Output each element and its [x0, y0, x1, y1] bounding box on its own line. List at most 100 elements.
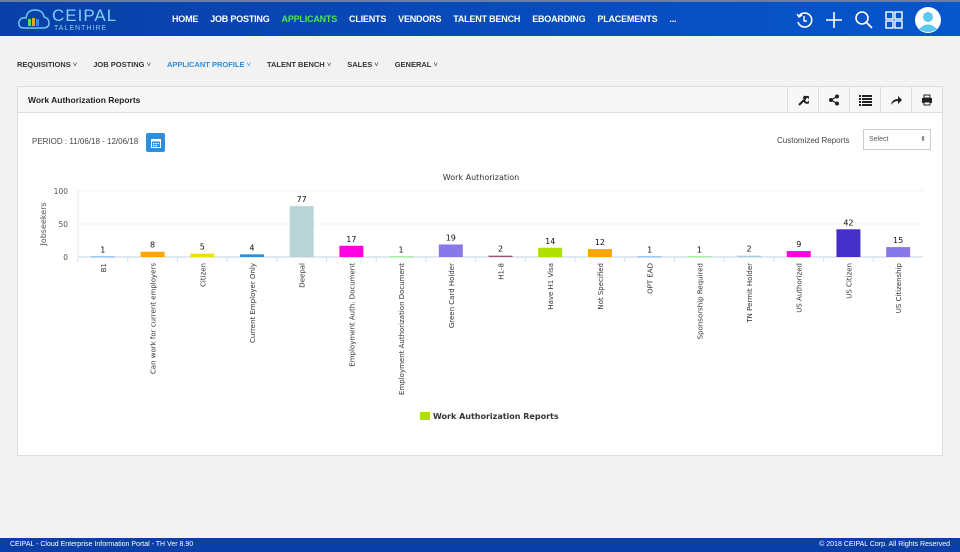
- y-tick-label: 0: [63, 253, 68, 262]
- nav-item-eboarding[interactable]: EBOARDING: [532, 14, 586, 24]
- subnav-label: REQUISITIONS: [17, 60, 71, 69]
- sub-nav: REQUISITIONS ˅ JOB POSTING ˅ APPLICANT PRO…: [17, 60, 438, 69]
- chevron-down-icon: ˅: [244, 60, 251, 69]
- bar[interactable]: [190, 253, 215, 257]
- footer-copyright: © 2018 CEIPAL Corp. All Rights Reserved: [819, 541, 950, 548]
- x-tick-label: H1-8: [498, 263, 506, 280]
- bar[interactable]: [339, 245, 364, 257]
- forward-button[interactable]: [880, 87, 911, 113]
- data-label: 19: [446, 233, 456, 242]
- nav-item-clients[interactable]: CLIENTS: [349, 14, 387, 24]
- data-label: 2: [746, 245, 751, 254]
- work-authorization-chart: Work Authorization Jobseekers 0 50 100 1 B1 8 Ca…: [39, 173, 923, 421]
- subnav-sales[interactable]: SALES ˅: [347, 60, 378, 69]
- bar[interactable]: [587, 249, 612, 257]
- y-axis-label: Jobseekers: [39, 202, 48, 246]
- bar[interactable]: [637, 256, 662, 258]
- subnav-job-posting[interactable]: JOB POSTING ˅: [93, 60, 151, 69]
- avatar[interactable]: [914, 6, 942, 34]
- subnav-label: TALENT BENCH: [266, 60, 325, 69]
- bar[interactable]: [289, 206, 314, 257]
- bar[interactable]: [239, 254, 264, 257]
- x-tick-label: Have H1 Visa: [547, 263, 555, 310]
- x-tick-label: US Authorized: [796, 263, 804, 313]
- bar[interactable]: [389, 256, 414, 258]
- subnav-general[interactable]: GENERAL ˅: [395, 60, 438, 69]
- x-tick-label: Employment Authorization Document: [398, 263, 406, 395]
- y-tick-label: 50: [58, 220, 68, 229]
- legend-label[interactable]: Work Authorization Reports: [433, 412, 559, 421]
- chevron-down-icon: ˅: [372, 60, 379, 69]
- bar[interactable]: [488, 255, 513, 257]
- nav-item-job-posting[interactable]: JOB POSTING: [210, 14, 270, 24]
- main-nav: HOME JOB POSTING APPLICANTS CLIENTS VENDORS T…: [172, 14, 677, 24]
- bar[interactable]: [687, 256, 712, 258]
- data-label: 17: [346, 235, 356, 244]
- x-tick-label: Citizen: [199, 263, 207, 287]
- chart-title: Work Authorization: [443, 173, 519, 182]
- subnav-applicant-profile[interactable]: APPLICANT PROFILE ˅: [167, 60, 251, 69]
- search-icon[interactable]: [854, 10, 874, 30]
- data-label: 42: [843, 218, 853, 227]
- bar[interactable]: [140, 251, 165, 257]
- settings-button[interactable]: [787, 87, 818, 113]
- brand-name: CEIPAL: [52, 6, 118, 25]
- brand-sub: TALENTHIRE: [54, 25, 108, 32]
- bar[interactable]: [836, 229, 861, 257]
- x-tick-label: Current Employer Only: [249, 263, 257, 343]
- logo[interactable]: CEIPAL TALENTHIRE: [18, 6, 116, 35]
- apps-grid-icon[interactable]: [884, 10, 904, 30]
- bar[interactable]: [737, 255, 762, 257]
- x-tick-label: OPT EAD: [647, 263, 655, 294]
- bar[interactable]: [538, 247, 563, 257]
- x-tick-label: Can work for current employers: [150, 263, 158, 374]
- chevron-down-icon: ˅: [431, 60, 438, 69]
- bar[interactable]: [438, 244, 463, 257]
- calendar-button[interactable]: [146, 133, 165, 152]
- footer: CEIPAL - Cloud Enterprise Information Po…: [0, 538, 960, 552]
- nav-item--[interactable]: ...: [669, 14, 677, 24]
- data-label: 9: [796, 240, 801, 249]
- x-tick-label: B1: [100, 263, 108, 272]
- print-button[interactable]: [911, 87, 942, 113]
- subnav-requisitions[interactable]: REQUISITIONS ˅: [17, 60, 77, 69]
- list-button[interactable]: [849, 87, 880, 113]
- data-label: 8: [150, 241, 155, 250]
- bar[interactable]: [786, 251, 811, 257]
- calendar-icon: [150, 138, 161, 148]
- subnav-talent-bench[interactable]: TALENT BENCH ˅: [267, 60, 331, 69]
- x-tick-label: Deepal: [299, 263, 307, 288]
- nav-item-vendors[interactable]: VENDORS: [398, 14, 442, 24]
- add-icon[interactable]: [824, 10, 844, 30]
- top-navbar: CEIPAL TALENTHIRE HOME JOB POSTING APPLICA…: [0, 0, 960, 36]
- legend-swatch[interactable]: [420, 412, 430, 420]
- bar[interactable]: [90, 256, 115, 258]
- list-icon: [858, 94, 872, 106]
- report-panel: Work Authorization Reports PERIOD : 11/0…: [17, 86, 943, 456]
- data-label: 12: [595, 238, 605, 247]
- nav-item-applicants[interactable]: APPLICANTS: [281, 14, 338, 24]
- data-label: 14: [545, 237, 555, 246]
- history-icon[interactable]: [794, 10, 814, 30]
- data-label: 77: [297, 195, 307, 204]
- data-label: 2: [498, 245, 503, 254]
- period-label: PERIOD : 11/06/18 - 12/06/18: [32, 137, 139, 146]
- data-label: 1: [697, 245, 702, 254]
- bar[interactable]: [886, 247, 911, 257]
- footer-version: CEIPAL - Cloud Enterprise Information Po…: [10, 541, 194, 548]
- cloud-logo-icon: [18, 9, 50, 29]
- nav-item-placements[interactable]: PLACEMENTS: [597, 14, 658, 24]
- share-icon: [829, 94, 839, 106]
- chevron-down-icon: ˅: [324, 60, 332, 69]
- nav-item-home[interactable]: HOME: [172, 14, 199, 24]
- share-button[interactable]: [818, 87, 849, 113]
- x-tick-label: Green Card Holder: [448, 263, 456, 328]
- customized-reports-select[interactable]: Select: [863, 129, 931, 150]
- data-label: 1: [100, 245, 105, 254]
- x-tick-label: Sponsorship Required: [696, 263, 704, 339]
- subnav-label: APPLICANT PROFILE: [166, 60, 245, 69]
- subnav-label: GENERAL: [394, 60, 432, 69]
- customized-reports-label: Customized Reports: [777, 136, 850, 145]
- x-tick-label: US Citizenship: [895, 262, 903, 313]
- nav-item-talent-bench[interactable]: TALENT BENCH: [453, 14, 521, 24]
